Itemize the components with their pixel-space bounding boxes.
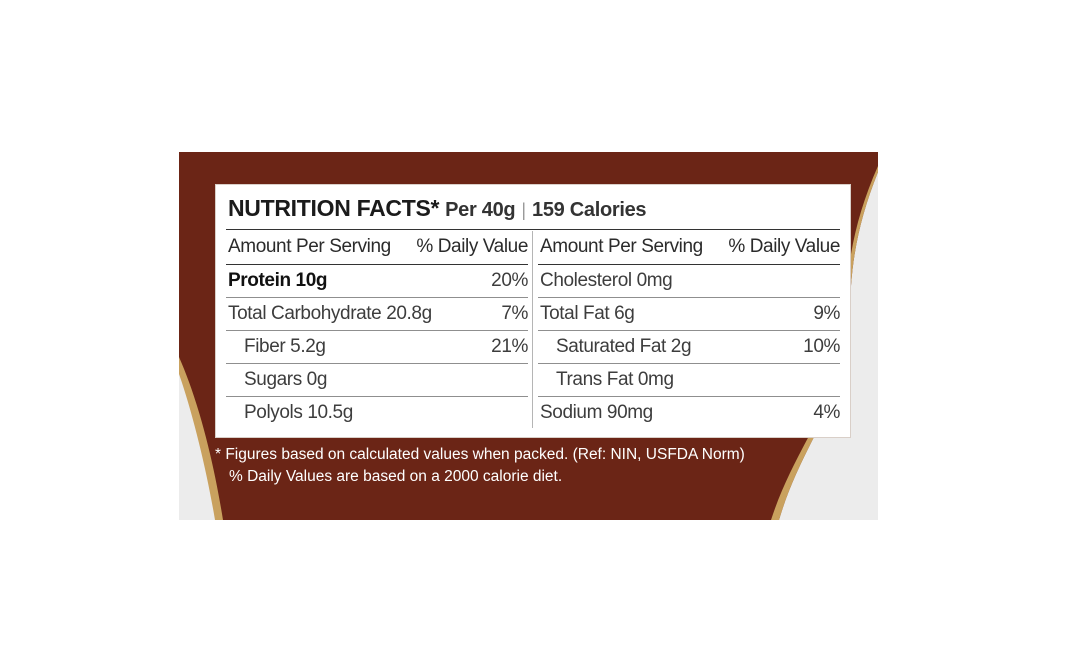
column-divider <box>532 231 533 428</box>
column-header: Amount Per Serving % Daily Value <box>226 231 528 265</box>
nutrient-value: 10% <box>803 336 840 357</box>
footnote-reference: * Figures based on calculated values whe… <box>215 446 745 463</box>
nutrient-row-saturated-fat: Saturated Fat 2g 10% <box>538 331 840 364</box>
nutrient-value: 20% <box>491 270 528 291</box>
nutrient-label: Fiber 5.2g <box>244 336 326 357</box>
nutrient-label: Total Carbohydrate 20.8g <box>228 303 432 324</box>
footnote-daily-values: % Daily Values are based on a 2000 calor… <box>229 468 563 485</box>
serving-size: Per 40g <box>445 199 516 221</box>
nutrient-row-protein: Protein 10g 20% <box>226 265 528 298</box>
nutrient-row-total-fat: Total Fat 6g 9% <box>538 298 840 331</box>
nutrient-row-fiber: Fiber 5.2g 21% <box>226 331 528 364</box>
nutrient-label: Saturated Fat 2g <box>556 336 692 357</box>
nutrient-label: Trans Fat 0mg <box>556 369 674 390</box>
nutrient-label: Sodium 90mg <box>540 402 653 423</box>
panel-title: NUTRITION FACTS* <box>228 195 440 221</box>
nutrient-label: Polyols 10.5g <box>244 402 353 423</box>
nutrient-value: 4% <box>813 402 840 423</box>
header-amount-label: Amount Per Serving <box>228 236 391 257</box>
nutrient-row-sodium: Sodium 90mg 4% <box>538 397 840 429</box>
nutrition-label-photo: NUTRITION FACTS* Per 40g | 159 Calories … <box>179 152 878 520</box>
title-divider <box>226 229 840 230</box>
header-daily-value-label: % Daily Value <box>728 236 840 257</box>
left-nutrient-column: Amount Per Serving % Daily Value Protein… <box>226 231 528 429</box>
nutrient-row-polyols: Polyols 10.5g <box>226 397 528 429</box>
nutrient-label: Sugars 0g <box>244 369 328 390</box>
column-header: Amount Per Serving % Daily Value <box>538 231 840 265</box>
nutrient-value: 21% <box>491 336 528 357</box>
calories: 159 Calories <box>532 199 647 221</box>
nutrient-label: Cholesterol 0mg <box>540 270 673 291</box>
title-separator: | <box>521 200 526 220</box>
nutrient-row-carbohydrate: Total Carbohydrate 20.8g 7% <box>226 298 528 331</box>
nutrient-label: Total Fat 6g <box>540 303 635 324</box>
header-amount-label: Amount Per Serving <box>540 236 703 257</box>
nutrition-facts-panel: NUTRITION FACTS* Per 40g | 159 Calories … <box>215 184 851 438</box>
header-daily-value-label: % Daily Value <box>416 236 528 257</box>
nutrient-value: 9% <box>813 303 840 324</box>
panel-title-row: NUTRITION FACTS* Per 40g | 159 Calories <box>228 195 647 227</box>
nutrient-row-trans-fat: Trans Fat 0mg <box>538 364 840 397</box>
nutrient-row-cholesterol: Cholesterol 0mg <box>538 265 840 298</box>
nutrient-label: Protein 10g <box>228 270 328 291</box>
nutrient-row-sugars: Sugars 0g <box>226 364 528 397</box>
right-nutrient-column: Amount Per Serving % Daily Value Cholest… <box>538 231 840 429</box>
nutrient-value: 7% <box>501 303 528 324</box>
